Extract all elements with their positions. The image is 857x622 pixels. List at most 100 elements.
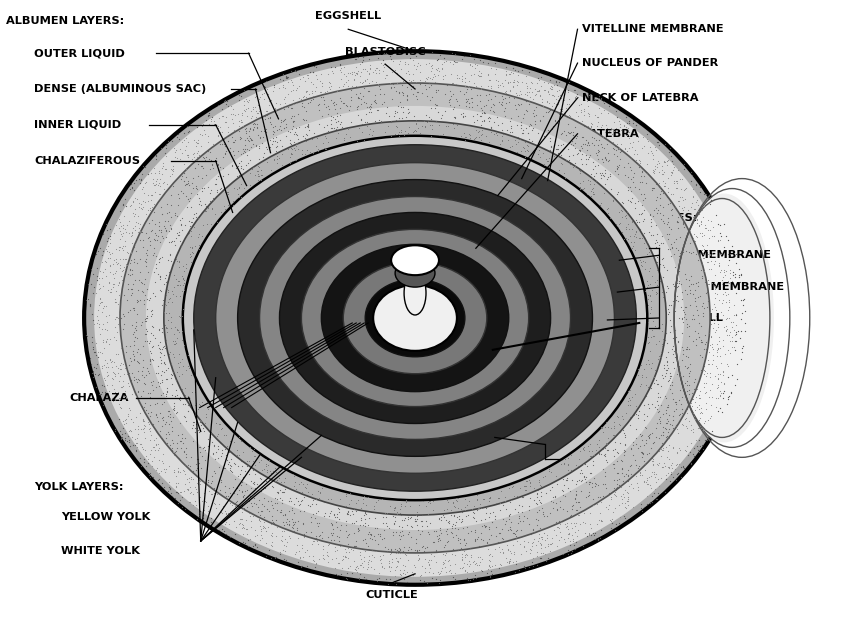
Point bbox=[149, 439, 163, 449]
Point bbox=[670, 424, 684, 434]
Point bbox=[288, 517, 302, 527]
Ellipse shape bbox=[373, 285, 457, 351]
Point bbox=[611, 468, 625, 478]
Point bbox=[167, 254, 181, 264]
Point bbox=[207, 483, 221, 493]
Point bbox=[99, 264, 112, 274]
Point bbox=[381, 562, 395, 572]
Point bbox=[239, 123, 253, 133]
Point bbox=[704, 413, 717, 423]
Point bbox=[594, 448, 608, 458]
Point bbox=[650, 252, 663, 262]
Point bbox=[351, 573, 365, 583]
Point bbox=[285, 514, 299, 524]
Point bbox=[164, 373, 177, 383]
Point bbox=[468, 536, 482, 545]
Point bbox=[273, 126, 287, 136]
Point bbox=[440, 537, 453, 547]
Point bbox=[214, 424, 228, 434]
Point bbox=[711, 374, 725, 384]
Point bbox=[273, 75, 287, 85]
Point bbox=[732, 264, 746, 274]
Point bbox=[649, 220, 662, 230]
Point bbox=[129, 356, 143, 366]
Point bbox=[451, 535, 464, 545]
Point bbox=[513, 516, 527, 526]
Point bbox=[707, 278, 721, 288]
Point bbox=[595, 198, 608, 208]
Point bbox=[706, 350, 720, 360]
Point bbox=[579, 154, 593, 164]
Point bbox=[147, 472, 160, 482]
Point bbox=[675, 408, 689, 418]
Point bbox=[115, 403, 129, 413]
Point bbox=[182, 137, 195, 147]
Point bbox=[719, 266, 733, 276]
Point bbox=[152, 189, 165, 199]
Point bbox=[337, 98, 351, 108]
Point bbox=[462, 129, 476, 139]
Point bbox=[669, 404, 683, 414]
Point bbox=[700, 302, 714, 312]
Point bbox=[507, 547, 521, 557]
Point bbox=[464, 550, 478, 560]
Point bbox=[380, 512, 393, 522]
Point bbox=[241, 159, 255, 169]
Point bbox=[135, 442, 149, 452]
Point bbox=[485, 551, 499, 561]
Point bbox=[647, 330, 661, 340]
Point bbox=[252, 495, 266, 505]
Point bbox=[610, 164, 624, 174]
Point bbox=[171, 230, 184, 240]
Point bbox=[393, 521, 406, 531]
Point bbox=[319, 131, 333, 141]
Point bbox=[328, 62, 342, 72]
Point bbox=[143, 205, 157, 215]
Point bbox=[394, 501, 408, 511]
Point bbox=[238, 147, 252, 157]
Point bbox=[299, 527, 313, 537]
Point bbox=[167, 329, 181, 339]
Point bbox=[139, 254, 153, 264]
Point bbox=[174, 144, 188, 154]
Point bbox=[602, 155, 616, 165]
Point bbox=[636, 132, 650, 142]
Point bbox=[145, 445, 159, 455]
Point bbox=[153, 443, 166, 453]
Point bbox=[152, 368, 165, 378]
Point bbox=[698, 220, 712, 230]
Point bbox=[680, 408, 694, 418]
Point bbox=[619, 222, 632, 232]
Point bbox=[358, 546, 372, 556]
Point bbox=[458, 494, 472, 504]
Point bbox=[172, 258, 186, 267]
Point bbox=[342, 553, 356, 563]
Point bbox=[242, 126, 255, 136]
Point bbox=[337, 79, 351, 89]
Point bbox=[246, 102, 260, 112]
Point bbox=[483, 113, 497, 123]
Point bbox=[320, 550, 333, 560]
Point bbox=[495, 136, 509, 146]
Point bbox=[397, 567, 411, 577]
Point bbox=[234, 161, 248, 171]
Point bbox=[524, 93, 537, 103]
Point bbox=[421, 75, 434, 85]
Point bbox=[689, 435, 703, 445]
Point bbox=[181, 121, 195, 131]
Point bbox=[679, 183, 692, 193]
Point bbox=[520, 140, 534, 150]
Point bbox=[687, 285, 701, 295]
Point bbox=[674, 174, 687, 184]
Point bbox=[167, 282, 181, 292]
Point bbox=[261, 496, 275, 506]
Point bbox=[651, 488, 665, 498]
Point bbox=[465, 97, 479, 107]
Point bbox=[639, 411, 653, 421]
Point bbox=[649, 478, 662, 488]
Point bbox=[123, 248, 137, 258]
Point bbox=[151, 439, 165, 449]
Point bbox=[184, 226, 198, 236]
Point bbox=[515, 65, 529, 75]
Point bbox=[252, 154, 266, 164]
